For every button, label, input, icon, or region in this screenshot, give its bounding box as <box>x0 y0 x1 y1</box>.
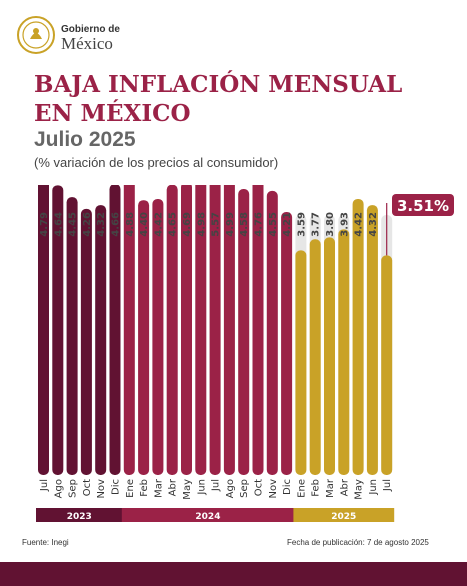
bar <box>95 205 107 475</box>
month-tick-label: Sep <box>239 479 250 498</box>
bar-value-label: 4.58 <box>239 212 250 237</box>
bar-value-label: 5.57 <box>211 212 222 237</box>
logo-top-text: Gobierno de <box>61 24 120 35</box>
month-tick-label: Nov <box>268 479 279 499</box>
month-tick-label: Abr <box>168 478 179 496</box>
bar-value-label: 4.99 <box>225 212 236 237</box>
month-tick-label: Dic <box>111 479 122 495</box>
bar <box>366 205 378 475</box>
callout-box <box>392 194 454 216</box>
month-tick-label: Jun <box>196 479 207 496</box>
bar-value-label: 4.26 <box>82 212 93 237</box>
bar <box>181 185 192 475</box>
bar <box>80 208 92 475</box>
month-tick-label: May <box>182 479 193 500</box>
month-tick-label: May <box>354 479 365 500</box>
bar-value-label: 4.40 <box>139 212 150 237</box>
bar-value-label: 4.55 <box>268 212 279 237</box>
bar-value-label: 4.79 <box>39 212 50 237</box>
bar <box>195 185 207 475</box>
bar-value-label: 4.88 <box>125 212 136 237</box>
bar <box>38 185 49 475</box>
month-tick-label: Oct <box>82 479 93 496</box>
month-tick-label: Feb <box>139 479 150 497</box>
month-tick-label: Ago <box>225 479 236 498</box>
logo-main-text: México <box>61 34 113 53</box>
bar <box>324 237 335 475</box>
bottom-band <box>0 562 467 586</box>
month-tick-label: Jul <box>211 479 222 492</box>
source-note: Fuente: Inegi <box>22 538 69 547</box>
bar-value-label: 4.32 <box>368 212 379 237</box>
bar <box>266 190 278 475</box>
bar <box>309 239 321 475</box>
month-tick-label: Feb <box>311 479 322 497</box>
bar <box>252 185 264 475</box>
bar-value-label: 3.93 <box>339 212 350 237</box>
year-group-label: 2023 <box>67 512 92 522</box>
bar-value-label: 4.45 <box>68 212 79 237</box>
bar-value-label: 3.77 <box>311 212 322 237</box>
bar <box>152 198 164 475</box>
bar <box>281 211 293 476</box>
bar-value-label: 4.98 <box>196 212 207 237</box>
bar-value-label: 4.66 <box>111 212 122 237</box>
year-group-label: 2025 <box>331 512 356 522</box>
publication-date: Fecha de publicación: 7 de agosto 2025 <box>287 538 429 547</box>
month-tick-label: Jul <box>39 479 50 492</box>
bar-value-label: 4.42 <box>153 212 164 237</box>
bar-value-label: 4.65 <box>168 212 179 237</box>
unit-note: (% variación de los precios al consumido… <box>34 155 279 170</box>
bar <box>66 197 78 475</box>
bar <box>295 250 307 475</box>
year-group-bar <box>36 508 123 522</box>
bar <box>338 229 350 475</box>
bar <box>209 185 221 475</box>
bar-value-label: 4.42 <box>354 212 365 237</box>
year-group-bar <box>121 508 295 522</box>
bar <box>123 185 135 475</box>
inflation-bar-chart: 4.79 Jul 4.64 Ago 4.45 Sep 4.26 Oct 4.32 Nov 4.66 D… <box>36 185 454 522</box>
bar-value-label: 4.76 <box>254 212 265 237</box>
month-tick-label: Ene <box>125 479 136 498</box>
year-group-bar <box>293 508 395 522</box>
month-tick-label: Ago <box>53 479 64 498</box>
bar-value-label: 4.64 <box>53 212 64 237</box>
month-tick-label: Sep <box>68 479 79 498</box>
callout-value-label: 3.51% <box>397 197 449 215</box>
bar <box>223 185 235 475</box>
month-tick-label: Nov <box>96 479 107 499</box>
bar <box>138 200 150 475</box>
bar-value-label: 4.32 <box>96 212 107 237</box>
month-tick-label: Abr <box>339 478 350 496</box>
month-tick-label: Jul <box>382 479 393 492</box>
bar <box>352 198 364 475</box>
month-tick-label: Dic <box>282 479 293 495</box>
month-tick-label: Mar <box>325 478 336 498</box>
bar-value-label: 4.21 <box>282 212 293 237</box>
month-tick-label: Oct <box>254 479 265 496</box>
bar-value-label: 3.80 <box>325 212 336 237</box>
bar <box>109 185 121 475</box>
month-tick-label: Mar <box>153 478 164 498</box>
bar <box>166 185 178 475</box>
page-title: BAJA INFLACIÓN MENSUAL EN MÉXICO <box>34 71 403 127</box>
bar <box>381 255 393 475</box>
bar-value-label: 3.59 <box>296 212 307 237</box>
month-tick-label: Jun <box>368 479 379 496</box>
bar <box>52 185 64 475</box>
bar-value-label: 4.69 <box>182 212 193 237</box>
bar <box>238 189 250 476</box>
government-logo: Gobierno de México <box>16 15 126 57</box>
national-seal-icon <box>17 16 55 54</box>
month-tick-label: Ene <box>296 479 307 498</box>
year-group-label: 2024 <box>195 512 220 522</box>
page-subtitle: Julio 2025 <box>34 128 136 151</box>
